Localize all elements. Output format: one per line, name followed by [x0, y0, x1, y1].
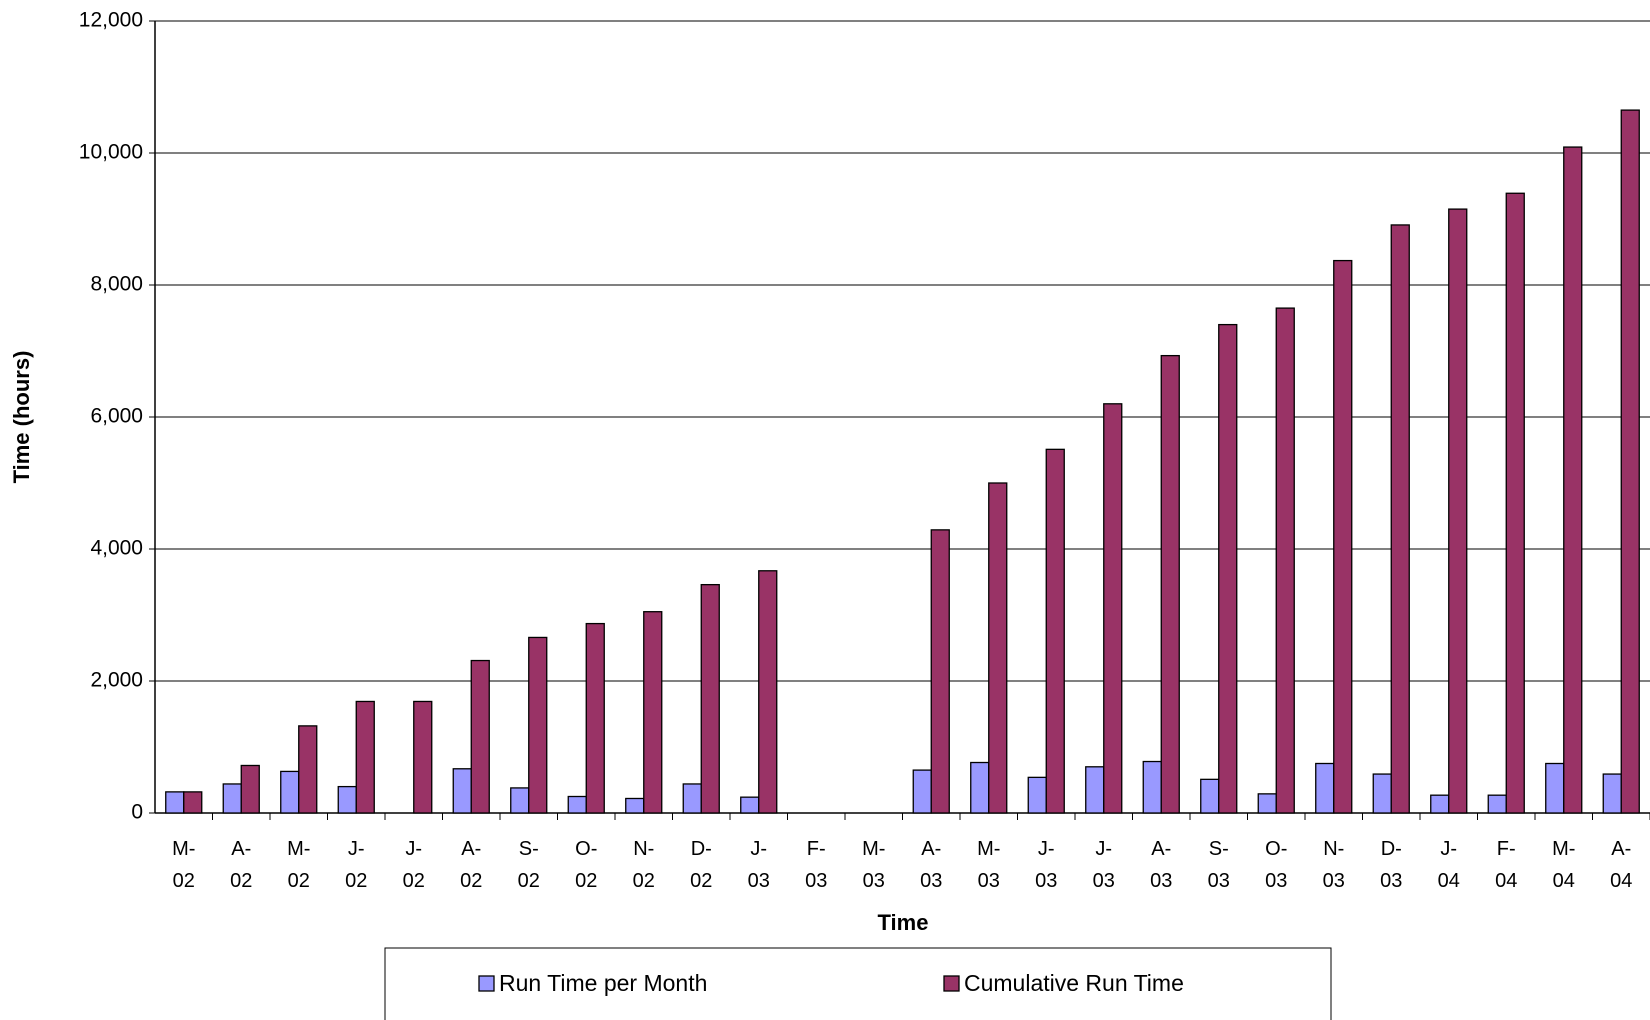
bar [1390, 224, 1410, 814]
bar [567, 795, 587, 814]
bar [1505, 192, 1525, 814]
bar [413, 700, 433, 814]
x-tick-label: S-02 [517, 838, 540, 892]
x-tick-label: N-02 [632, 838, 655, 892]
bar [280, 770, 300, 814]
y-tick-label: 2,000 [90, 669, 143, 692]
x-tick-label: A-03 [1150, 838, 1173, 892]
bar [1430, 794, 1450, 814]
bar [470, 659, 490, 814]
y-tick-label: 12,000 [79, 9, 143, 32]
bar [1448, 208, 1468, 814]
y-tick-label: 6,000 [90, 405, 143, 428]
bar [1372, 773, 1392, 814]
bar [740, 796, 760, 814]
bar [912, 769, 932, 814]
bar [240, 764, 260, 814]
bar [1200, 778, 1220, 814]
x-tick-label: D-02 [690, 838, 713, 892]
legend-swatch [943, 975, 960, 992]
bar [643, 611, 663, 814]
x-tick-label: S-03 [1207, 838, 1230, 892]
bar [1045, 448, 1065, 814]
bar [1333, 259, 1353, 814]
bar [700, 583, 720, 814]
bar [1602, 773, 1622, 814]
x-tick-label: J-02 [402, 838, 425, 892]
y-tick-label: 8,000 [90, 273, 143, 296]
bar [1103, 403, 1123, 814]
x-tick-label: D-03 [1380, 838, 1403, 892]
x-tick-label: M-03 [862, 838, 886, 892]
bar [682, 783, 702, 814]
bar [970, 761, 990, 814]
x-tick-label: J-03 [1092, 838, 1115, 892]
y-axis-title: Time (hours) [9, 351, 34, 484]
bar [625, 797, 645, 814]
x-tick-label: J-03 [747, 838, 770, 892]
bar [222, 783, 242, 814]
x-tick-label: M-03 [977, 838, 1001, 892]
x-tick-label: F-03 [805, 838, 828, 892]
bar [758, 570, 778, 814]
bar [1142, 760, 1162, 814]
bar [585, 622, 605, 814]
bar [183, 791, 203, 814]
bar [1257, 793, 1277, 814]
bar [1275, 307, 1295, 814]
x-tick-label: A-04 [1610, 838, 1633, 892]
x-tick-label: O-02 [575, 838, 598, 892]
x-tick-label: A-02 [230, 838, 253, 892]
bar [165, 791, 185, 814]
bar [1027, 776, 1047, 814]
legend-label: Cumulative Run Time [964, 970, 1184, 996]
bar [1487, 794, 1507, 814]
x-tick-label: J-02 [345, 838, 368, 892]
x-tick-label: J-03 [1035, 838, 1058, 892]
legend [384, 947, 1332, 1020]
y-tick-label: 10,000 [79, 141, 143, 164]
bar [528, 636, 548, 814]
bar [1563, 146, 1583, 814]
x-tick-label: M-02 [287, 838, 311, 892]
x-tick-label: A-03 [920, 838, 943, 892]
x-axis-title: Time [878, 910, 929, 935]
bar [1545, 762, 1565, 814]
bar [988, 482, 1008, 814]
bar [298, 725, 318, 814]
x-tick-label: A-02 [460, 838, 483, 892]
legend-label: Run Time per Month [499, 970, 707, 996]
bar [510, 787, 530, 814]
x-tick-label: F-04 [1495, 838, 1518, 892]
x-tick-label: O-03 [1265, 838, 1288, 892]
bar [1620, 109, 1640, 814]
y-tick-label: 4,000 [90, 537, 143, 560]
bar [355, 700, 375, 814]
x-tick-label: N-03 [1322, 838, 1345, 892]
bar [1315, 762, 1335, 814]
x-tick-label: J-04 [1437, 838, 1460, 892]
bar [1160, 354, 1180, 814]
bar [1085, 766, 1105, 814]
y-tick-label: 0 [131, 801, 143, 824]
bar [930, 529, 950, 814]
bar [452, 768, 472, 814]
x-tick-label: M-04 [1552, 838, 1576, 892]
legend-swatch [478, 975, 495, 992]
x-tick-label: M-02 [172, 838, 196, 892]
bar [1218, 323, 1238, 814]
bar [337, 785, 357, 814]
